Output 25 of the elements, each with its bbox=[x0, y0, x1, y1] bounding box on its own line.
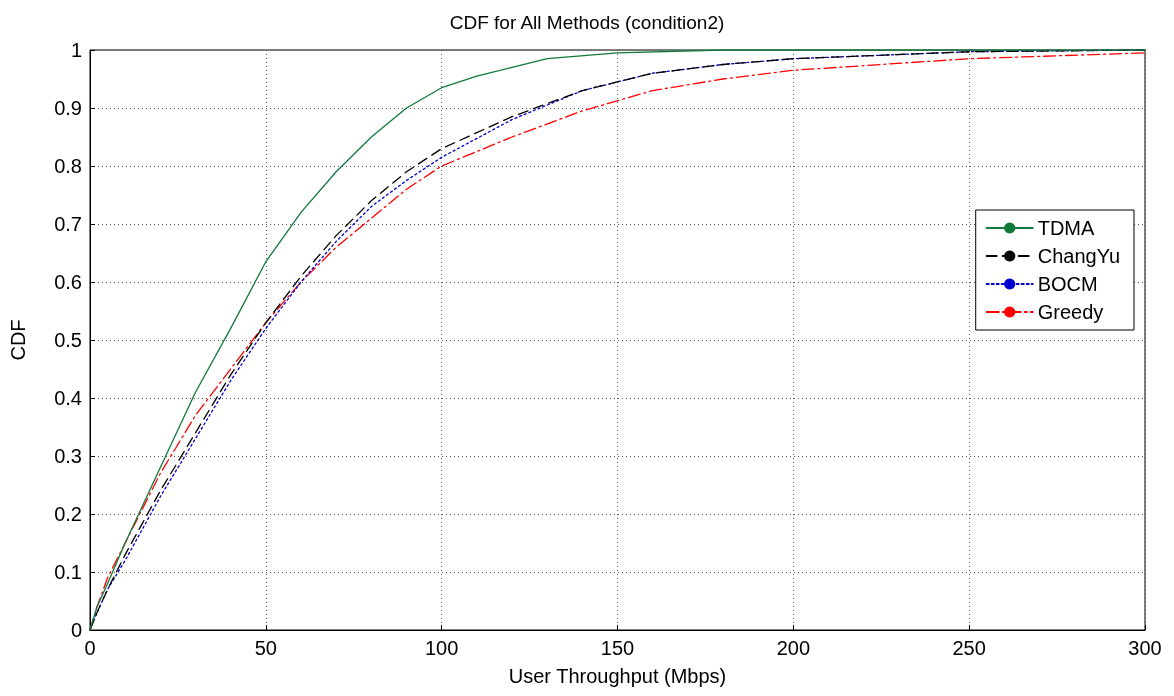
y-tick-label: 0.7 bbox=[54, 213, 82, 235]
x-tick-label: 150 bbox=[600, 637, 635, 659]
x-tick-label: 300 bbox=[1128, 637, 1162, 659]
y-tick-label: 0 bbox=[70, 619, 82, 641]
y-tick-label: 0.8 bbox=[54, 155, 82, 177]
legend-label: TDMA bbox=[1037, 217, 1096, 239]
y-tick-label: 0.2 bbox=[54, 503, 82, 525]
x-tick-label: 250 bbox=[952, 637, 986, 659]
y-tick-label: 1 bbox=[70, 39, 82, 61]
y-tick-label: 0.4 bbox=[54, 387, 82, 409]
x-tick-label: 200 bbox=[776, 637, 811, 659]
legend-label: Greedy bbox=[1037, 301, 1104, 323]
y-axis-title: CDF bbox=[7, 319, 29, 361]
y-tick-label: 0.6 bbox=[54, 271, 82, 293]
y-tick-label: 0.5 bbox=[54, 329, 82, 351]
chart-title: CDF for All Methods (condition2) bbox=[449, 12, 725, 33]
x-tick-label: 50 bbox=[254, 637, 277, 659]
y-tick-label: 0.3 bbox=[54, 445, 82, 467]
x-tick-label: 0 bbox=[84, 637, 96, 659]
x-tick-label: 100 bbox=[424, 637, 459, 659]
x-axis-title: User Throughput (Mbps) bbox=[508, 665, 727, 687]
y-tick-label: 0.9 bbox=[54, 97, 82, 119]
y-tick-label: 0.1 bbox=[54, 561, 82, 583]
legend-label: BOCM bbox=[1037, 273, 1098, 295]
legend-label: ChangYu bbox=[1037, 245, 1120, 267]
